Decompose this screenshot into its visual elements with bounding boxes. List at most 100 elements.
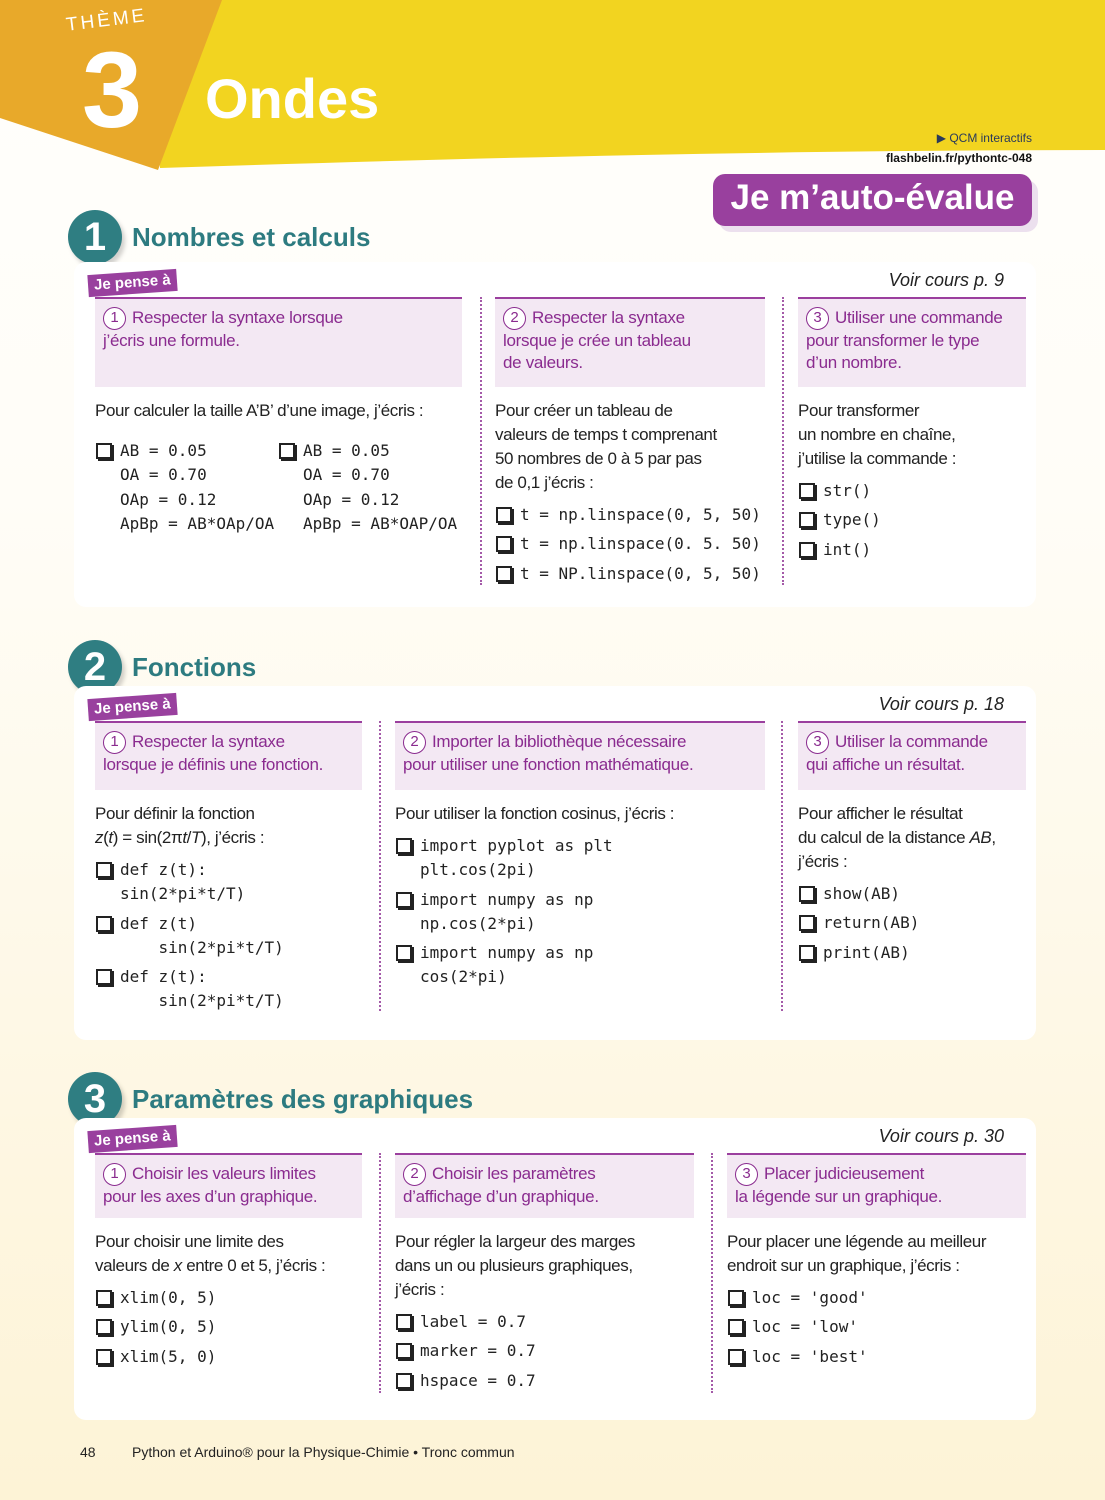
checkbox[interactable] — [799, 944, 815, 961]
checkbox[interactable] — [396, 945, 412, 962]
option-code: import pyplot as plt plt.cos(2pi) — [420, 834, 613, 883]
code-line: t = NP.linspace(0, 5, 50) — [520, 563, 761, 583]
code-line: import pyplot as plt — [420, 836, 613, 855]
answer-option[interactable]: import numpy as np cos(2*pi) — [395, 941, 765, 990]
question-heading: 3 Utiliser une commande pour transformer l… — [798, 297, 1026, 387]
option-code: xlim(0, 5) — [120, 1286, 216, 1310]
checkbox[interactable] — [96, 862, 112, 878]
checkbox[interactable] — [96, 443, 112, 459]
option-code: str() — [823, 479, 871, 503]
code-line: ylim(0, 5) — [120, 1317, 217, 1337]
answer-option[interactable]: type() — [798, 508, 1026, 532]
checkbox[interactable] — [496, 507, 512, 523]
section-number-badge: 2 — [68, 640, 122, 694]
answer-option[interactable]: loc = 'low' — [727, 1315, 1026, 1339]
checkbox[interactable] — [799, 915, 815, 932]
checkbox[interactable] — [728, 1319, 744, 1336]
code-line: loc = 'good' — [752, 1288, 868, 1307]
checkbox[interactable] — [799, 886, 815, 902]
question-prompt: Pour transformer un nombre en chaîne, j’… — [798, 399, 1026, 471]
je-pense-a-tag: Je pense à — [87, 1124, 178, 1154]
question-number-circle: 3 — [806, 731, 829, 754]
prompt-text: Pour choisir une limite des valeurs de — [95, 1232, 284, 1275]
answer-option[interactable]: hspace = 0.7 — [395, 1369, 694, 1393]
section-number-badge: 1 — [68, 210, 122, 264]
question-prompt: Pour utiliser la fonction cosinus, j’écr… — [395, 802, 765, 826]
checkbox[interactable] — [96, 1319, 112, 1336]
checkbox[interactable] — [96, 1290, 112, 1306]
answer-option[interactable]: int() — [798, 538, 1026, 562]
heading-line: Respecter la syntaxe lorsque — [132, 308, 343, 327]
checkbox[interactable] — [728, 1290, 744, 1306]
answer-option[interactable]: def z(t): sin(2*pi*t/T) — [95, 858, 362, 907]
checkbox[interactable] — [96, 969, 112, 986]
answer-option[interactable]: str() — [798, 479, 1026, 503]
code-line: int() — [823, 539, 872, 559]
checkbox[interactable] — [96, 1348, 112, 1365]
question-heading: 2 Respecter la syntaxe lorsque je crée un … — [495, 297, 765, 387]
answer-option[interactable]: loc = 'good' — [727, 1286, 1026, 1310]
je-pense-a-tag: Je pense à — [87, 268, 178, 298]
question-column: 2 Importer la bibliothèque nécessaire pour… — [395, 721, 765, 995]
section-title: 3 Paramètres des graphiques — [68, 1072, 473, 1126]
option-code: loc = 'low' — [752, 1315, 858, 1339]
answer-option[interactable]: return(AB) — [798, 911, 1026, 935]
answer-option[interactable]: def z(t): sin(2*pi*t/T) — [95, 965, 362, 1014]
option-code: loc = 'best' — [752, 1345, 868, 1369]
answer-options: loc = 'good' loc = 'low' loc = 'best' — [727, 1286, 1026, 1369]
heading-line: pour utiliser une fonction mathématique. — [403, 755, 694, 774]
course-reference[interactable]: Voir cours p. 9 — [888, 270, 1004, 290]
column-divider — [782, 297, 784, 585]
answer-option[interactable]: xlim(5, 0) — [95, 1345, 362, 1369]
question-heading: 1 Respecter la syntaxe lorsque je définis … — [95, 721, 362, 790]
answer-option[interactable]: t = np.linspace(0. 5. 50) — [495, 532, 765, 556]
answer-option[interactable]: label = 0.7 — [395, 1310, 694, 1334]
checkbox[interactable] — [496, 536, 512, 553]
option-code: t = NP.linspace(0, 5, 50) — [520, 562, 761, 586]
prompt-text: Pour utiliser la fonction cosinus, j’écr… — [395, 804, 675, 823]
answer-option[interactable]: marker = 0.7 — [395, 1339, 694, 1363]
checkbox[interactable] — [496, 565, 512, 582]
heading-line: qui affiche un résultat. — [806, 755, 965, 774]
checkbox[interactable] — [396, 1343, 412, 1360]
checkbox[interactable] — [799, 483, 815, 499]
answer-option[interactable]: show(AB) — [798, 882, 1026, 906]
self-assessment-banner: Je m’auto-évalue — [713, 174, 1032, 226]
answer-option[interactable]: import numpy as np np.cos(2*pi) — [395, 888, 765, 937]
answer-option[interactable]: t = NP.linspace(0, 5, 50) — [495, 562, 765, 586]
heading-line: pour transformer le type — [806, 331, 980, 350]
code-line: cos(2*pi) — [420, 967, 507, 987]
answer-option[interactable]: AB = 0.05 OA = 0.70 OAp = 0.12 ApBp = AB*OA… — [95, 439, 278, 536]
checkbox[interactable] — [396, 838, 412, 854]
course-reference[interactable]: Voir cours p. 30 — [878, 1126, 1004, 1146]
question-heading: 2 Importer la bibliothèque nécessaire pour… — [395, 721, 765, 790]
answer-option[interactable]: def z(t) sin(2*pi*t/T) — [95, 912, 362, 961]
checkbox[interactable] — [799, 541, 815, 558]
prompt-text: t — [182, 828, 187, 847]
qcm-label[interactable]: QCM interactifs — [949, 131, 1032, 145]
code-line: AB = 0.05 — [303, 441, 390, 460]
answer-option[interactable]: loc = 'best' — [727, 1345, 1026, 1369]
answer-options: def z(t): sin(2*pi*t/T) def z(t) sin(2*pi*… — [95, 858, 362, 1014]
qcm-link[interactable]: flashbelin.fr/pythontc-048 — [885, 151, 1032, 165]
checkbox[interactable] — [799, 512, 815, 529]
checkbox[interactable] — [396, 1372, 412, 1389]
checkbox[interactable] — [728, 1348, 744, 1365]
question-heading: 3 Utiliser la commande qui affiche un résu… — [798, 721, 1026, 790]
answer-option[interactable]: xlim(0, 5) — [95, 1286, 362, 1310]
course-reference[interactable]: Voir cours p. 18 — [878, 694, 1004, 714]
answer-option[interactable]: print(AB) — [798, 941, 1026, 965]
answer-option[interactable]: AB = 0.05 OA = 0.70 OAp = 0.12 ApBp = AB*OA… — [278, 439, 461, 536]
question-number-circle: 1 — [103, 307, 126, 330]
checkbox[interactable] — [396, 1314, 412, 1330]
checkbox[interactable] — [396, 891, 412, 908]
option-code: def z(t): sin(2*pi*t/T) — [120, 965, 284, 1014]
option-code: marker = 0.7 — [420, 1339, 536, 1363]
answer-option[interactable]: import pyplot as plt plt.cos(2pi) — [395, 834, 765, 883]
answer-option[interactable]: ylim(0, 5) — [95, 1315, 362, 1339]
answer-option[interactable]: t = np.linspace(0, 5, 50) — [495, 503, 765, 527]
question-number-circle: 2 — [403, 731, 426, 754]
checkbox[interactable] — [279, 443, 295, 459]
checkbox[interactable] — [96, 915, 112, 932]
book-title: Python et Arduino® pour la Physique-Chim… — [132, 1444, 515, 1460]
